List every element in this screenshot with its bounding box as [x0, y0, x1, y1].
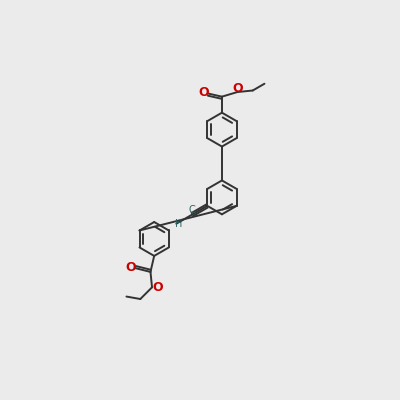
Text: H: H: [175, 219, 183, 229]
Text: O: O: [198, 86, 209, 99]
Text: O: O: [233, 82, 243, 94]
Text: O: O: [152, 282, 162, 294]
Text: C: C: [189, 205, 196, 215]
Text: O: O: [126, 261, 136, 274]
